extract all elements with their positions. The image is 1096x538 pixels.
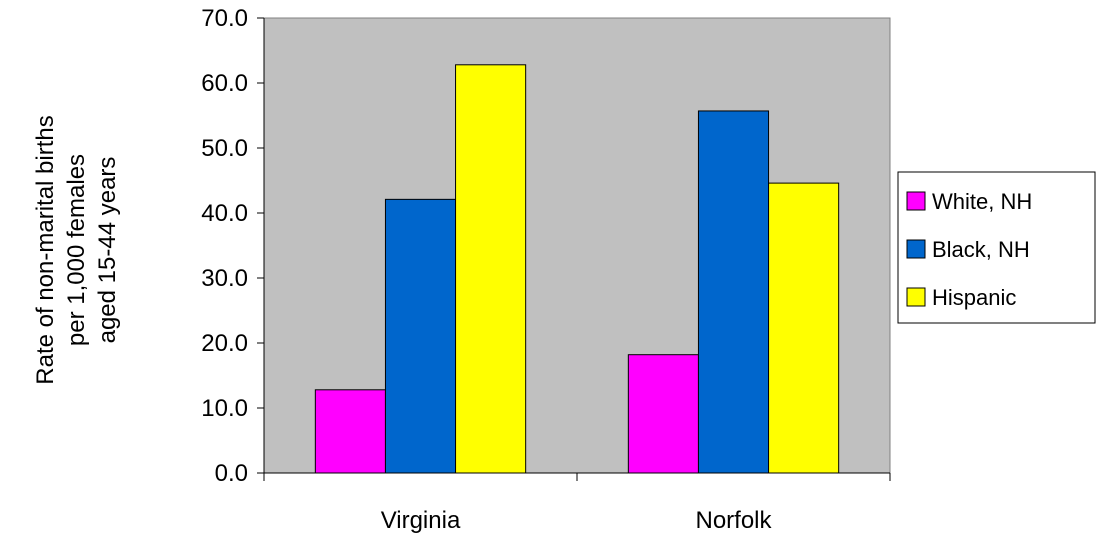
y-tick-label: 60.0 bbox=[201, 70, 248, 97]
y-axis-label-line-1: Rate of non-marital births bbox=[32, 115, 59, 384]
bars bbox=[314, 64, 840, 474]
legend-label: Black, NH bbox=[932, 237, 1030, 262]
y-tick-label: 0.0 bbox=[215, 460, 248, 487]
y-tick-label: 30.0 bbox=[201, 265, 248, 292]
bar bbox=[697, 110, 770, 474]
y-tick-label: 40.0 bbox=[201, 200, 248, 227]
y-axis-label: Rate of non-marital births per 1,000 fem… bbox=[32, 115, 121, 384]
legend-box bbox=[897, 171, 1096, 324]
y-tick-label: 10.0 bbox=[201, 395, 248, 422]
x-category-label: Norfolk bbox=[695, 507, 772, 534]
bar bbox=[627, 354, 699, 474]
legend-swatch bbox=[906, 287, 926, 307]
y-axis: 0.0 10.0 20.0 30.0 40.0 50.0 60.0 70.0 bbox=[201, 5, 265, 487]
legend-swatch bbox=[906, 239, 926, 259]
bar bbox=[455, 64, 527, 474]
y-tick-label: 20.0 bbox=[201, 330, 248, 357]
bar bbox=[768, 182, 840, 474]
x-axis: Virginia Norfolk bbox=[263, 472, 891, 534]
legend: White, NH Black, NH Hispanic bbox=[897, 171, 1096, 324]
y-axis-label-line-2: per 1,000 females bbox=[63, 154, 90, 346]
y-tick-label: 50.0 bbox=[201, 135, 248, 162]
y-axis-label-line-3: aged 15-44 years bbox=[94, 157, 121, 344]
bar bbox=[384, 198, 457, 474]
x-category-label: Virginia bbox=[381, 507, 461, 534]
y-tick-label: 70.0 bbox=[201, 5, 248, 32]
legend-swatch bbox=[906, 191, 926, 211]
bar bbox=[314, 389, 386, 474]
legend-label: Hispanic bbox=[932, 285, 1016, 310]
legend-label: White, NH bbox=[932, 189, 1032, 214]
